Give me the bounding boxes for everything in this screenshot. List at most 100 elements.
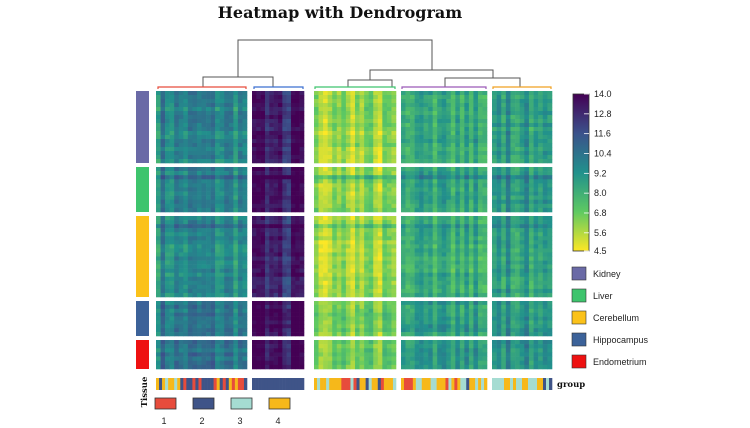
heatmap-cell — [519, 224, 525, 229]
heatmap-cell — [482, 123, 488, 128]
heatmap-cell — [405, 360, 411, 366]
heatmap-cell — [210, 151, 216, 156]
heatmap-cell — [510, 95, 516, 100]
heatmap-cell — [156, 143, 161, 148]
heatmap-cell — [291, 115, 296, 120]
heatmap-cell — [178, 187, 184, 192]
heatmap-cell — [174, 224, 180, 229]
heatmap-cell — [423, 147, 429, 152]
heatmap-cell — [386, 252, 392, 257]
heatmap-cell — [187, 316, 193, 321]
heatmap-cell — [192, 276, 198, 282]
heatmap-cell — [437, 364, 443, 370]
heatmap-cell — [210, 187, 216, 192]
heatmap-cell — [414, 288, 420, 294]
heatmap-cell — [382, 312, 388, 317]
heatmap-cell — [165, 272, 170, 278]
heatmap-cell — [414, 131, 420, 136]
heatmap-cell — [459, 340, 465, 345]
heatmap-cell — [286, 195, 292, 201]
heatmap-cell — [505, 216, 511, 221]
heatmap-cell — [464, 320, 470, 325]
heatmap-cell — [359, 220, 365, 225]
heatmap-cell — [482, 284, 488, 290]
heatmap-cell — [505, 228, 511, 233]
heatmap-cell — [359, 127, 365, 132]
heatmap-cell — [282, 107, 287, 112]
heatmap-cell — [355, 203, 360, 209]
heatmap-cell — [492, 147, 497, 152]
heatmap-cell — [174, 244, 180, 249]
heatmap-cell — [496, 171, 502, 176]
heatmap-cell — [359, 340, 365, 345]
heatmap-cell — [414, 284, 420, 290]
heatmap-cell — [156, 360, 161, 366]
heatmap-cell — [187, 284, 193, 290]
heatmap-cell — [160, 224, 166, 229]
heatmap-cell — [428, 352, 433, 357]
heatmap-cell — [496, 167, 502, 172]
heatmap-cell — [169, 175, 175, 180]
heatmap-cell — [269, 324, 274, 329]
heatmap-cell — [505, 232, 511, 237]
heatmap-cell — [432, 280, 438, 286]
heatmap-cell — [519, 103, 525, 108]
heatmap-cell — [547, 220, 553, 225]
heatmap-cell — [291, 228, 296, 233]
heatmap-cell — [455, 332, 461, 337]
heatmap-cell — [219, 324, 225, 329]
heatmap-cell — [423, 216, 429, 221]
heatmap-cell — [256, 256, 261, 261]
heatmap-cell — [278, 324, 283, 329]
heatmap-cell — [482, 264, 488, 269]
heatmap-cell — [345, 143, 351, 148]
heatmap-cell — [482, 316, 488, 321]
heatmap-cell — [183, 260, 189, 265]
heatmap-cell — [242, 159, 248, 164]
heatmap-cell — [196, 316, 202, 321]
heatmap-cell — [318, 236, 324, 241]
heatmap-cell — [515, 155, 520, 160]
heatmap-cell — [224, 95, 230, 100]
heatmap-cell — [386, 123, 392, 128]
heatmap-cell — [473, 95, 479, 100]
heatmap-cell — [528, 207, 534, 213]
heatmap-cell — [282, 324, 287, 329]
heatmap-cell — [323, 220, 328, 225]
heatmap-cell — [318, 220, 324, 225]
heatmap-cell — [219, 301, 225, 306]
heatmap-cell — [183, 232, 189, 237]
heatmap-cell — [542, 240, 548, 245]
heatmap-cell — [201, 268, 207, 273]
heatmap-cell — [355, 284, 360, 290]
heatmap-cell — [473, 111, 479, 116]
heatmap-cell — [368, 179, 374, 184]
heatmap-cell — [382, 151, 388, 156]
heatmap-cell — [501, 244, 507, 249]
heatmap-cell — [547, 199, 553, 205]
heatmap-cell — [282, 131, 287, 136]
heatmap-cell — [505, 248, 511, 253]
heatmap-cell — [210, 264, 216, 269]
heatmap-cell — [547, 236, 553, 241]
heatmap-cell — [165, 332, 170, 337]
heatmap-cell — [314, 216, 319, 221]
heatmap-cell — [450, 111, 456, 116]
heatmap-cell — [377, 175, 383, 180]
heatmap-cell — [273, 175, 279, 180]
heatmap-cell — [273, 360, 279, 366]
heatmap-cell — [206, 308, 211, 313]
heatmap-cell — [401, 364, 406, 370]
heatmap-cell — [269, 304, 274, 310]
heatmap-cell — [282, 199, 287, 205]
heatmap-cell — [386, 256, 392, 261]
heatmap-cell — [174, 284, 180, 290]
heatmap-cell — [414, 139, 420, 144]
heatmap-cell — [373, 252, 379, 257]
heatmap-cell — [291, 119, 296, 124]
heatmap-cell — [273, 99, 279, 104]
heatmap-cell — [528, 167, 534, 172]
heatmap-cell — [256, 320, 261, 325]
heatmap-cell — [368, 95, 374, 100]
heatmap-cell — [410, 344, 415, 349]
